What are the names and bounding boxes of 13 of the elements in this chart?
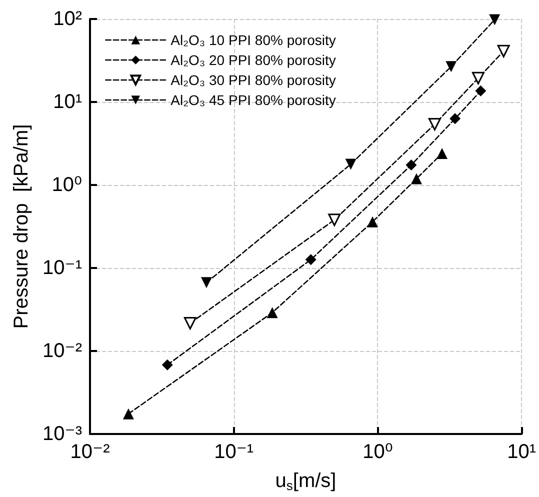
- legend-label: Al₂O₃ 20 PPI 80% porosity: [170, 52, 336, 68]
- y-tick-label: 10²: [53, 8, 82, 30]
- legend-label: Al₂O₃ 45 PPI 80% porosity: [170, 92, 336, 108]
- legend-label: Al₂O₃ 10 PPI 80% porosity: [170, 32, 336, 48]
- y-tick-label: 10⁰: [52, 174, 82, 196]
- x-tick-label: 10¹: [507, 441, 536, 463]
- y-tick-label: 10¹: [53, 91, 82, 113]
- y-tick-label: 10⁻¹: [42, 257, 82, 279]
- x-tick-label: 10⁻¹: [214, 441, 254, 463]
- legend-label: Al₂O₃ 30 PPI 80% porosity: [170, 72, 336, 88]
- y-axis-title: Pressure drop [kPa/m]: [10, 124, 33, 329]
- x-tick-label: 10⁰: [362, 441, 393, 463]
- y-tick-label: 10⁻²: [42, 340, 82, 362]
